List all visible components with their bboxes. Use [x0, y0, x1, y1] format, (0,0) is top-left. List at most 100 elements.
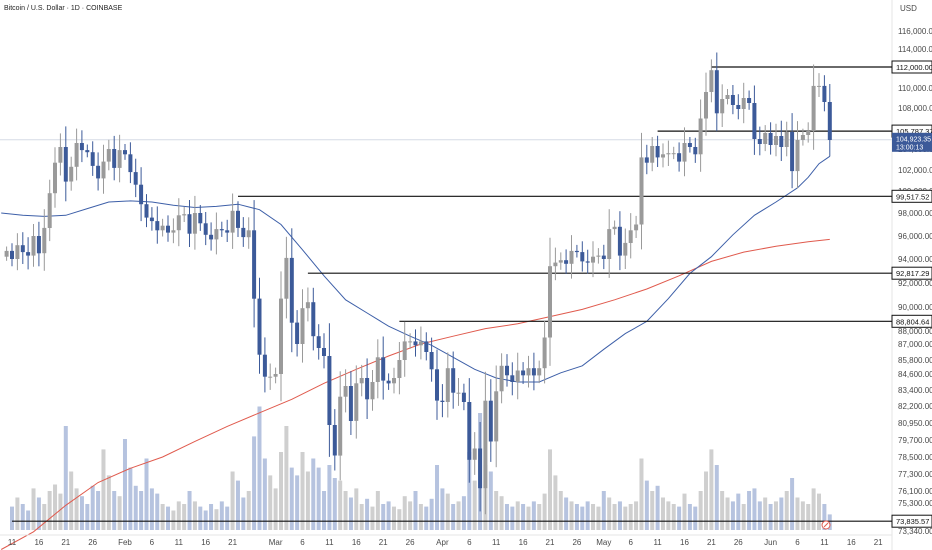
- candle[interactable]: [10, 243, 14, 267]
- candle[interactable]: [488, 379, 493, 462]
- candle[interactable]: [628, 213, 633, 259]
- candle[interactable]: [741, 82, 746, 124]
- candle[interactable]: [375, 339, 380, 399]
- candle[interactable]: [413, 329, 418, 357]
- candle[interactable]: [133, 158, 138, 198]
- candle[interactable]: [15, 233, 20, 271]
- candle[interactable]: [268, 363, 273, 390]
- candle[interactable]: [284, 236, 289, 319]
- candle[interactable]: [322, 333, 326, 369]
- candle[interactable]: [736, 94, 741, 120]
- candle[interactable]: [90, 141, 95, 176]
- candle[interactable]: [483, 371, 488, 515]
- candle[interactable]: [429, 337, 434, 382]
- candle[interactable]: [720, 84, 725, 127]
- candle[interactable]: [332, 409, 337, 471]
- candle[interactable]: [542, 320, 547, 384]
- candle[interactable]: [79, 130, 84, 163]
- time-axis[interactable]: 11 16 21 26 Feb 6 11 16 21 Mar 6 11 16 21 26 Apr 6 11 16 21…: [8, 538, 883, 547]
- candle[interactable]: [564, 249, 569, 274]
- candle[interactable]: [677, 142, 682, 172]
- candle[interactable]: [499, 353, 504, 404]
- candle[interactable]: [96, 152, 101, 191]
- candle[interactable]: [311, 287, 316, 351]
- candle[interactable]: [305, 287, 310, 322]
- candle[interactable]: [418, 326, 423, 360]
- candle[interactable]: [112, 135, 117, 181]
- candle[interactable]: [666, 140, 671, 166]
- candle[interactable]: [461, 383, 466, 411]
- candle[interactable]: [451, 351, 456, 409]
- candle[interactable]: [795, 121, 800, 189]
- candle[interactable]: [295, 310, 300, 357]
- candle[interactable]: [381, 336, 386, 400]
- candle[interactable]: [521, 362, 526, 384]
- candle[interactable]: [397, 342, 402, 395]
- candle[interactable]: [747, 90, 752, 110]
- candle[interactable]: [343, 369, 348, 413]
- candle[interactable]: [370, 370, 375, 411]
- candle[interactable]: [617, 211, 622, 271]
- candle[interactable]: [166, 215, 170, 242]
- candle[interactable]: [811, 64, 816, 150]
- candle[interactable]: [63, 126, 68, 202]
- candle[interactable]: [623, 228, 628, 270]
- candle[interactable]: [774, 123, 778, 157]
- candle[interactable]: [687, 137, 692, 153]
- candle[interactable]: [155, 206, 160, 244]
- candle[interactable]: [338, 371, 343, 481]
- candle[interactable]: [585, 249, 590, 274]
- candles[interactable]: [4, 52, 832, 515]
- candle[interactable]: [144, 194, 149, 228]
- candle[interactable]: [800, 128, 805, 146]
- candle[interactable]: [704, 72, 708, 136]
- candle[interactable]: [827, 84, 832, 157]
- candle[interactable]: [106, 139, 111, 171]
- candle[interactable]: [569, 235, 574, 279]
- candle[interactable]: [257, 277, 262, 374]
- candle[interactable]: [494, 365, 499, 468]
- candle[interactable]: [4, 246, 9, 261]
- candle[interactable]: [505, 354, 509, 387]
- candle[interactable]: [74, 128, 79, 181]
- candle[interactable]: [779, 120, 784, 161]
- candle[interactable]: [757, 126, 762, 156]
- candle[interactable]: [472, 432, 477, 475]
- candle[interactable]: [20, 232, 25, 264]
- candle[interactable]: [601, 244, 606, 270]
- candle[interactable]: [435, 349, 439, 420]
- candle[interactable]: [171, 218, 176, 244]
- candle[interactable]: [279, 271, 283, 402]
- candle[interactable]: [607, 209, 612, 278]
- candle[interactable]: [359, 364, 364, 397]
- candle[interactable]: [316, 324, 321, 360]
- candle[interactable]: [225, 219, 230, 242]
- candle[interactable]: [784, 121, 789, 157]
- candle[interactable]: [709, 59, 714, 103]
- candle[interactable]: [187, 200, 192, 247]
- candle[interactable]: [698, 99, 703, 172]
- candle[interactable]: [219, 221, 224, 237]
- candle[interactable]: [671, 146, 676, 160]
- candle[interactable]: [822, 75, 827, 112]
- candle[interactable]: [655, 135, 660, 167]
- candle[interactable]: [456, 378, 461, 406]
- candle[interactable]: [354, 365, 359, 439]
- candle[interactable]: [467, 378, 472, 483]
- candle[interactable]: [26, 237, 31, 270]
- candle[interactable]: [612, 220, 617, 235]
- candle[interactable]: [31, 224, 36, 267]
- candle[interactable]: [348, 371, 353, 435]
- candle[interactable]: [548, 237, 552, 366]
- candle[interactable]: [36, 221, 41, 267]
- candle[interactable]: [300, 289, 305, 363]
- candle[interactable]: [714, 52, 719, 132]
- candle[interactable]: [661, 143, 665, 168]
- price-axis[interactable]: 116,000.00 114,000.00 112,000.00 110,000.00…: [898, 27, 932, 536]
- candle[interactable]: [123, 144, 127, 160]
- candle[interactable]: [790, 113, 795, 189]
- candle[interactable]: [192, 195, 197, 250]
- candle[interactable]: [553, 247, 558, 281]
- candle[interactable]: [236, 201, 240, 237]
